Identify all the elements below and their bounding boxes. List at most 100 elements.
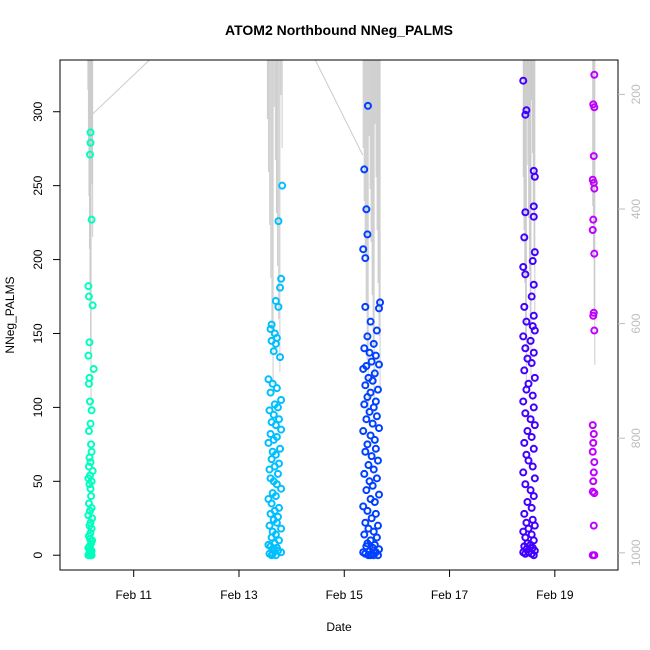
data-point bbox=[271, 450, 280, 459]
data-point bbox=[84, 292, 93, 301]
data-point bbox=[84, 379, 93, 388]
data-point bbox=[370, 435, 379, 444]
chart-title: ATOM2 Northbound NNeg_PALMS bbox=[225, 22, 453, 38]
data-point bbox=[519, 262, 528, 271]
data-point bbox=[590, 70, 599, 79]
data-point bbox=[371, 444, 380, 453]
data-point bbox=[266, 388, 275, 397]
data-point bbox=[267, 455, 276, 464]
data-point bbox=[360, 165, 369, 174]
data-point bbox=[265, 406, 274, 415]
data-point bbox=[588, 226, 597, 234]
data-point bbox=[276, 283, 285, 292]
data-point bbox=[360, 530, 369, 539]
data-point bbox=[363, 332, 372, 341]
data-point bbox=[372, 326, 381, 335]
data-point bbox=[520, 366, 529, 375]
y-tick-label: 50 bbox=[31, 474, 45, 488]
data-point bbox=[520, 302, 529, 311]
data-point bbox=[87, 492, 96, 501]
data-point bbox=[527, 292, 536, 301]
data-point bbox=[588, 447, 597, 456]
data-point bbox=[370, 498, 379, 506]
data-point bbox=[523, 427, 532, 436]
data-point bbox=[363, 440, 372, 449]
data-point bbox=[363, 506, 372, 515]
data-point bbox=[588, 421, 597, 430]
data-point bbox=[590, 249, 599, 258]
data-point bbox=[367, 357, 376, 366]
data-point bbox=[371, 351, 380, 360]
data-point bbox=[271, 551, 280, 560]
data-point bbox=[522, 106, 531, 115]
data-point bbox=[266, 325, 275, 334]
data-point bbox=[589, 152, 598, 161]
data-point bbox=[529, 202, 538, 211]
data-point bbox=[373, 385, 382, 394]
data-point bbox=[87, 524, 96, 533]
data-point bbox=[89, 364, 98, 373]
depth-trace-connector bbox=[314, 59, 364, 156]
data-point bbox=[529, 212, 538, 221]
data-point bbox=[373, 551, 382, 560]
data-point bbox=[88, 301, 97, 310]
y-tick-label: 100 bbox=[31, 397, 45, 417]
data-point bbox=[266, 430, 275, 438]
data-point bbox=[522, 385, 531, 394]
data-point bbox=[372, 533, 381, 542]
data-point bbox=[359, 502, 368, 511]
data-point bbox=[362, 486, 371, 495]
data-point bbox=[370, 369, 379, 378]
data-point bbox=[277, 274, 286, 283]
data-point bbox=[523, 498, 532, 506]
data-point bbox=[521, 110, 530, 119]
data-point bbox=[264, 375, 273, 384]
data-point bbox=[367, 514, 376, 523]
right-axis: 200 400 600 800 1000 bbox=[618, 84, 643, 566]
data-point bbox=[274, 415, 283, 424]
data-point bbox=[368, 481, 377, 490]
data-point bbox=[589, 311, 598, 320]
data-point bbox=[277, 425, 286, 434]
data-point bbox=[375, 424, 384, 433]
data-point bbox=[590, 458, 599, 467]
data-point bbox=[87, 406, 96, 415]
data-point bbox=[271, 492, 280, 501]
data-point bbox=[272, 384, 281, 393]
data-point bbox=[85, 453, 94, 462]
data-point bbox=[528, 462, 537, 471]
data-point bbox=[359, 364, 368, 373]
right-tick-label: 800 bbox=[629, 428, 643, 448]
data-point bbox=[589, 521, 598, 530]
data-point bbox=[526, 415, 535, 424]
data-point bbox=[369, 465, 378, 474]
data-point bbox=[86, 484, 95, 493]
data-point bbox=[529, 280, 538, 289]
data-point bbox=[367, 452, 376, 461]
data-point bbox=[360, 344, 369, 353]
data-point bbox=[590, 551, 599, 560]
data-point bbox=[521, 344, 530, 353]
data-point bbox=[527, 359, 536, 368]
data-point bbox=[369, 551, 378, 560]
data-point bbox=[267, 551, 276, 560]
data-point bbox=[521, 549, 530, 558]
data-point bbox=[87, 215, 96, 224]
data-point bbox=[362, 205, 371, 214]
right-tick-label: 1000 bbox=[629, 539, 643, 566]
y-tick-label: 150 bbox=[31, 323, 45, 343]
data-point bbox=[529, 403, 538, 412]
data-point bbox=[362, 415, 371, 424]
data-point bbox=[520, 438, 529, 447]
x-tick-label: Feb 11 bbox=[115, 588, 152, 602]
data-point bbox=[520, 509, 529, 518]
data-point bbox=[590, 184, 599, 193]
data-point bbox=[519, 332, 528, 341]
data-point bbox=[265, 521, 274, 530]
data-point bbox=[368, 376, 377, 385]
data-point bbox=[529, 444, 538, 453]
x-tick-label: Feb 19 bbox=[536, 588, 574, 602]
data-point bbox=[530, 521, 539, 530]
data-point bbox=[589, 438, 598, 447]
data-point bbox=[363, 230, 372, 239]
